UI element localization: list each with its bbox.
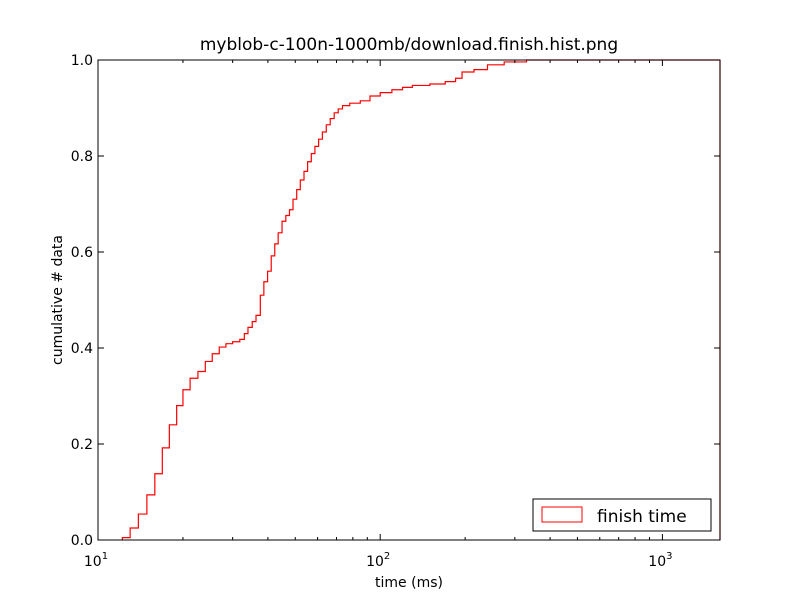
y-tick-label-3: 0.6 (71, 245, 93, 261)
y-tick-label-5: 1.0 (71, 53, 93, 69)
y-tick-label-2: 0.4 (71, 341, 93, 357)
legend-swatch (541, 506, 583, 523)
y-tick-label-0: 0.0 (71, 533, 93, 549)
axes-frame (97, 59, 721, 541)
y-tick-label-1: 0.2 (71, 437, 93, 453)
legend-label: finish time (597, 507, 687, 527)
y-tick-label-4: 0.8 (71, 149, 93, 165)
axis-ticks: 0.0 0.2 0.4 0.6 0.8 1.0 101 102 103 (71, 53, 720, 570)
legend: finish time (532, 498, 712, 532)
y-axis-label: cumulative # data (50, 235, 66, 365)
chart-title: myblob-c-100n-1000mb/download.finish.his… (200, 35, 618, 55)
series-line-0 (121, 59, 720, 540)
x-tick-label-1: 102 (366, 551, 390, 570)
x-tick-label-0: 101 (84, 551, 108, 570)
x-tick-label-2: 103 (648, 551, 672, 570)
x-axis-label: time (ms) (375, 575, 443, 591)
